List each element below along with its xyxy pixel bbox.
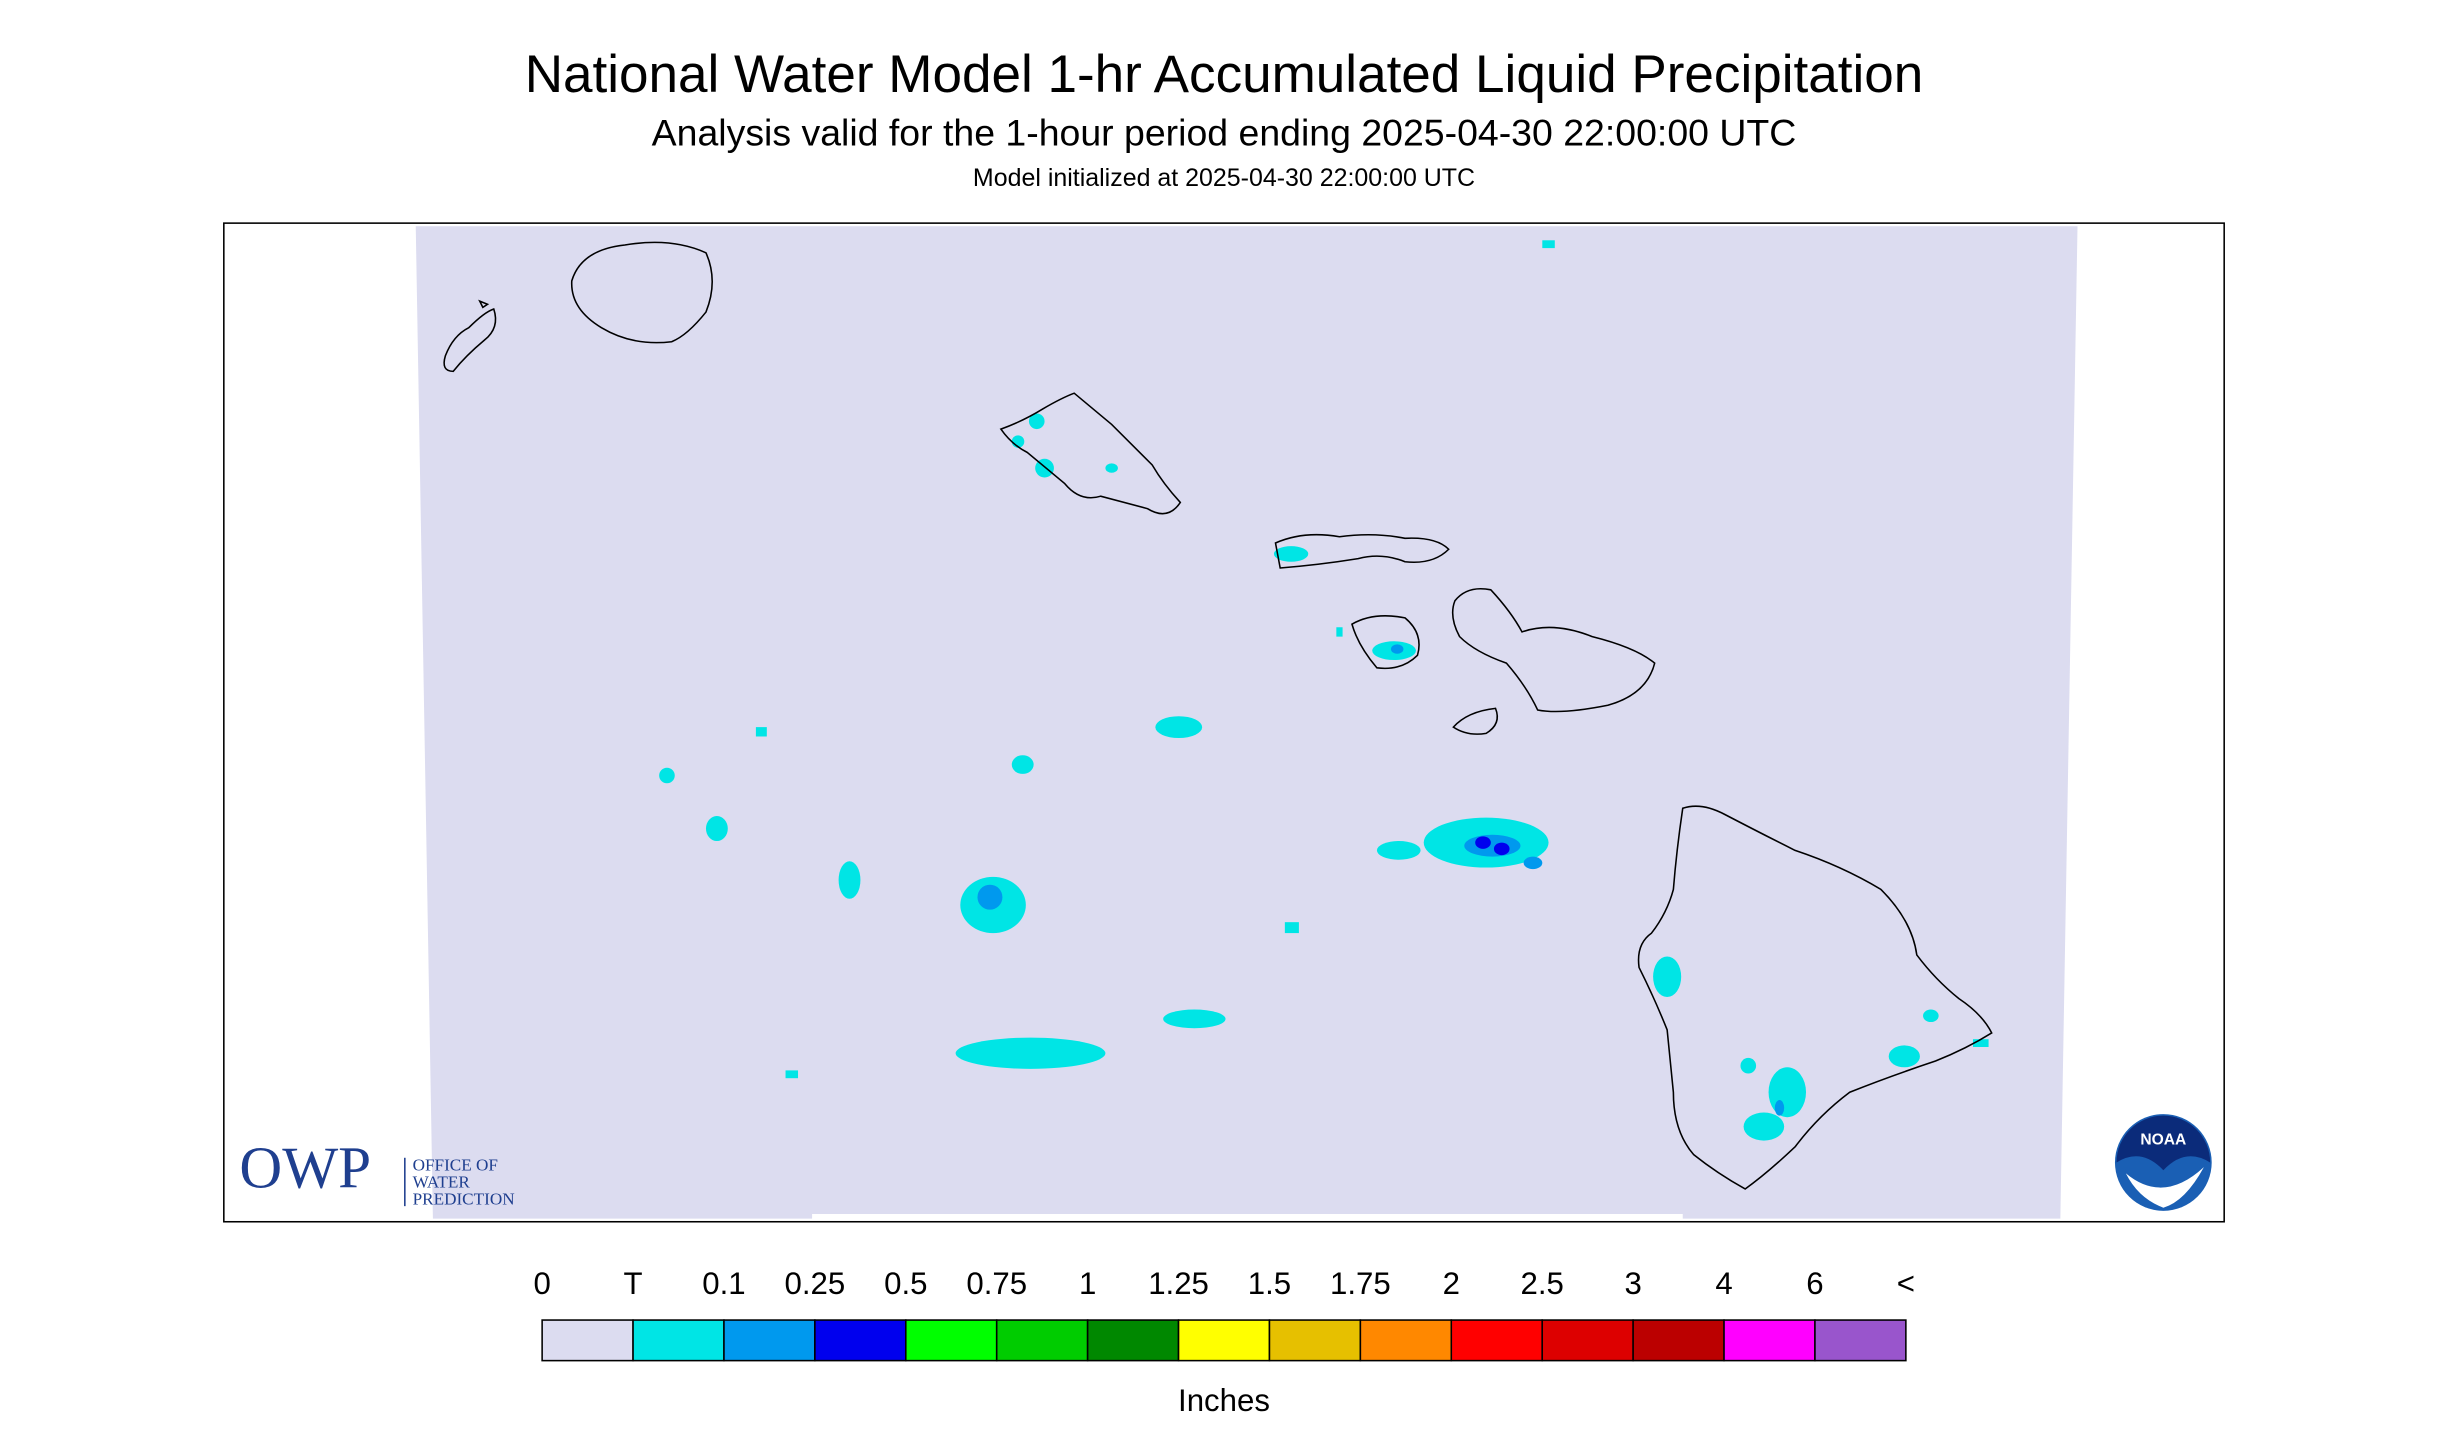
legend-swatch — [1723, 1319, 1816, 1362]
legend-label: 0.5 — [884, 1266, 927, 1301]
legend-swatch — [1541, 1319, 1634, 1362]
legend-label: 1.25 — [1148, 1266, 1209, 1301]
legend-swatch — [814, 1319, 907, 1362]
legend-label: 0 — [533, 1266, 550, 1301]
owp-logo: OWP OFFICE OF WATER PREDICTION — [239, 1134, 514, 1208]
legend-label: 1.5 — [1248, 1266, 1291, 1301]
legend-label: 4 — [1715, 1266, 1732, 1301]
legend-label: 1.75 — [1330, 1266, 1391, 1301]
legend-label: 2.5 — [1521, 1266, 1564, 1301]
noaa-top — [2116, 1115, 2211, 1171]
legend-swatch — [1450, 1319, 1543, 1362]
legend-swatch — [1268, 1319, 1362, 1362]
owp-line: PREDICTION — [413, 1190, 515, 1209]
noaa-gull — [2125, 1167, 2204, 1208]
legend-swatch — [1814, 1319, 1907, 1362]
legend-label: 0.1 — [702, 1266, 745, 1301]
legend-label: T — [624, 1266, 643, 1301]
legend-label: < — [1897, 1266, 1915, 1301]
legend-swatch — [1632, 1319, 1725, 1362]
data-domain — [415, 226, 2078, 1219]
legend-swatch — [1359, 1319, 1453, 1362]
legend-swatch — [1086, 1319, 1180, 1362]
noaa-logo: NOAA — [2114, 1114, 2212, 1211]
legend-label: 3 — [1624, 1266, 1641, 1301]
title: National Water Model 1-hr Accumulated Li… — [525, 45, 1924, 104]
legend-unit: Inches — [1178, 1383, 1270, 1418]
owp-line: WATER — [413, 1172, 471, 1191]
legend-swatch — [995, 1319, 1089, 1362]
legend-label: 0.25 — [785, 1266, 846, 1301]
subtitle: Analysis valid for the 1-hour period end… — [652, 112, 1797, 154]
precipitation — [659, 240, 1989, 1141]
owp-mark: OWP — [239, 1134, 371, 1200]
owp-line: OFFICE OF — [413, 1155, 498, 1174]
legend-label: 6 — [1806, 1266, 1823, 1301]
color-legend: 0 T 0.1 0.25 0.5 0.75 1 1.25 1.5 1.75 2 2.5 3 4 6 < — [533, 1266, 1915, 1362]
legend-swatch — [723, 1319, 816, 1362]
noaa-text: NOAA — [2140, 1132, 2186, 1149]
legend-swatch — [905, 1319, 998, 1362]
legend-swatch — [1177, 1319, 1271, 1362]
coastlines — [443, 241, 1993, 1190]
legend-swatch — [632, 1319, 725, 1362]
legend-swatch — [541, 1319, 634, 1362]
legend-label: 0.75 — [966, 1266, 1027, 1301]
init-note: Model initialized at 2025-04-30 22:00:00… — [973, 164, 1475, 192]
legend-label: 1 — [1079, 1266, 1096, 1301]
legend-label: 2 — [1443, 1266, 1460, 1301]
